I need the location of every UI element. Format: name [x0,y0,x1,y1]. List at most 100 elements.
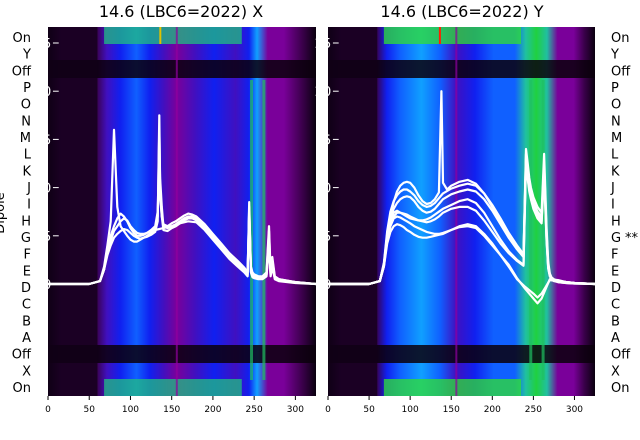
stripe-mark [529,80,533,380]
heatmap-x-overlay [48,27,316,396]
x-tick-label: 100 [402,405,419,415]
dipole-label: P [611,81,619,96]
dipole-label: L [611,148,619,163]
off-band-bottom [48,345,316,363]
x-tick-label: 300 [566,405,583,415]
dipole-label: Y [610,48,619,63]
series-lines-y [328,90,595,305]
chart-title-x: 14.6 (LBC6=2022) X [99,2,263,21]
dipole-label: I [27,198,31,213]
dipole-label: J [610,181,615,196]
dipole-label: Off [611,348,631,363]
x-tick-label: 250 [246,405,263,415]
series-lines-x [48,114,316,286]
series-line [328,159,595,286]
left-dark-region [48,27,98,396]
dipole-label: P [23,81,31,96]
x-ticks-y: 0 50 100 150 200 250 300 [325,396,583,415]
hot-pixel-mark [438,27,441,44]
stripe-mark [250,80,254,380]
dipole-label: N [611,114,621,129]
off-band-bottom [328,345,595,363]
chart-title-y: 14.6 (LBC6=2022) Y [380,2,543,21]
x-tick-label: 100 [122,405,139,415]
dipole-label: H [21,214,31,229]
panel-x: 14.6 (LBC6=2022) X Dipole OnYOffPONMLKJI… [0,2,316,415]
x-tick-label: 200 [204,405,221,415]
x-tick-label: 300 [287,405,304,415]
stripe-mark [262,80,266,380]
left-dark-region [328,27,378,396]
dipole-label: On [13,31,31,46]
dipole-label: On [611,381,629,396]
y-tick-label: 0 [43,278,51,293]
y-tick-label: 20 [35,85,52,100]
dipole-label: D [611,281,621,296]
x-tick-label: 50 [363,405,375,415]
y-tick-label: 5 [323,230,331,245]
series-line [48,167,316,286]
heatmap-x [48,27,316,396]
y-tick-label: 15 [35,133,52,148]
x-ticks-x: 0 50 100 150 200 250 300 [45,396,304,415]
hot-pixel-mark [159,27,162,44]
x-tick-label: 200 [484,405,501,415]
dipole-label: L [24,148,32,163]
on-strip-top [104,27,242,44]
dipole-label: C [22,298,31,313]
x-tick-label: 0 [45,405,51,415]
dipole-label: F [24,248,31,263]
dipole-label: O [21,98,31,113]
y-axis-label-dipole: Dipole [0,192,8,233]
heatmap-y [328,27,595,396]
y-tick-label: 25 [35,37,52,52]
dipole-label: I [611,198,615,213]
dipole-label: O [611,98,621,113]
dipole-label: Y [22,48,31,63]
x-tick-label: 150 [163,405,180,415]
dipole-label: A [22,331,31,346]
dipole-label: M [611,131,622,146]
stripe-mark [455,27,458,396]
heatmap-y-overlay [328,27,595,396]
dipole-label: Off [12,64,32,79]
stripe-mark [541,80,545,380]
x-tick-label: 50 [84,405,96,415]
dipole-label: X [611,364,620,379]
y-tick-label: 25 [315,37,332,52]
y-ticks-x: 0 5 10 15 20 25 [35,37,59,293]
dipole-label: B [22,314,31,329]
y-tick-label: 15 [315,133,332,148]
series-line [48,128,316,286]
dipole-label: On [611,31,629,46]
dipole-label: A [611,331,620,346]
dipole-label: X [22,364,31,379]
y-tick-label: 10 [315,182,332,197]
series-line [328,223,595,299]
y-ticks-y: 0 5 10 15 20 25 [315,37,339,293]
y-tick-label: 5 [43,230,51,245]
y-tick-label: 20 [315,85,332,100]
y-tick-label: 0 [323,278,331,293]
on-strip-bottom [104,379,242,396]
on-strip-top [383,27,522,44]
on-strip-bottom [383,379,522,396]
off-band-top [328,60,595,78]
dipole-mark: ** [625,231,639,246]
dipole-label: On [13,381,31,396]
dipole-label: C [611,298,620,313]
x-tick-label: 150 [443,405,460,415]
dipole-label: J [26,181,31,196]
dipole-label: K [611,164,620,179]
y-tick-label: 10 [35,182,52,197]
dipole-label: K [22,164,31,179]
dipole-label: N [21,114,31,129]
x-tick-label: 250 [525,405,542,415]
dipole-label: Off [611,64,631,79]
dipole-label: H [611,214,621,229]
dipole-label: Off [12,348,32,363]
